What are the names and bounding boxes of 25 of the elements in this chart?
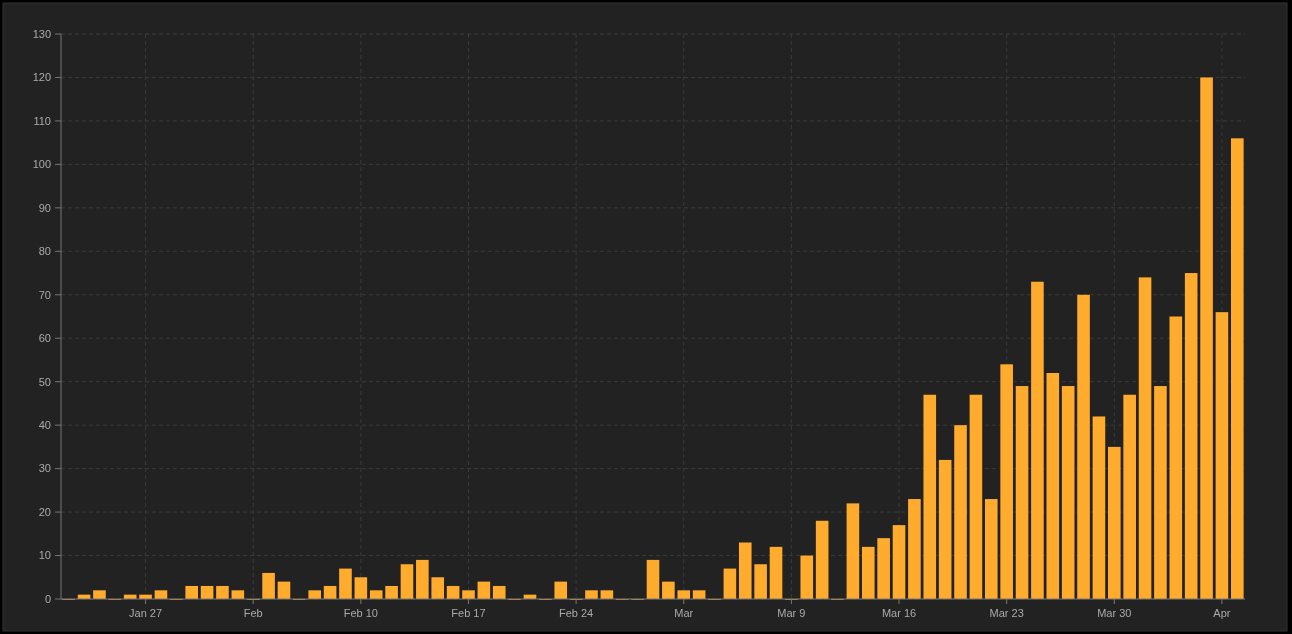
y-tick-label: 60	[38, 332, 51, 345]
x-tick-label: Mar 9	[777, 607, 806, 619]
y-tick-label: 80	[38, 245, 51, 258]
y-tick-label: 70	[38, 288, 51, 301]
y-tick-label: 50	[38, 375, 51, 388]
x-tick-label: Mar 23	[989, 607, 1024, 619]
y-tick-label: 90	[38, 201, 51, 214]
x-tick-label: Feb 24	[558, 607, 594, 619]
x-tick-label: Feb 17	[451, 607, 486, 619]
x-tick-label: Mar 16	[881, 607, 917, 619]
x-tick-label: Mar 30	[1097, 607, 1132, 619]
x-tick-label: Feb	[243, 607, 263, 619]
x-tick-label: Apr	[1213, 607, 1231, 619]
x-tick-label: Feb 10	[343, 607, 378, 619]
y-tick-label: 110	[33, 114, 51, 127]
x-tick-label: Mar	[674, 607, 694, 619]
y-tick-label: 40	[38, 419, 51, 431]
x-tick-label: Jan 27	[129, 607, 163, 619]
y-tick-label: 20	[38, 505, 51, 518]
y-tick-label: 0	[44, 592, 51, 605]
y-tick-label: 10	[38, 549, 51, 562]
y-tick-label: 100	[32, 158, 51, 171]
y-tick-label: 30	[38, 462, 51, 475]
y-tick-label: 130	[32, 27, 51, 40]
y-tick-label: 120	[32, 71, 51, 84]
